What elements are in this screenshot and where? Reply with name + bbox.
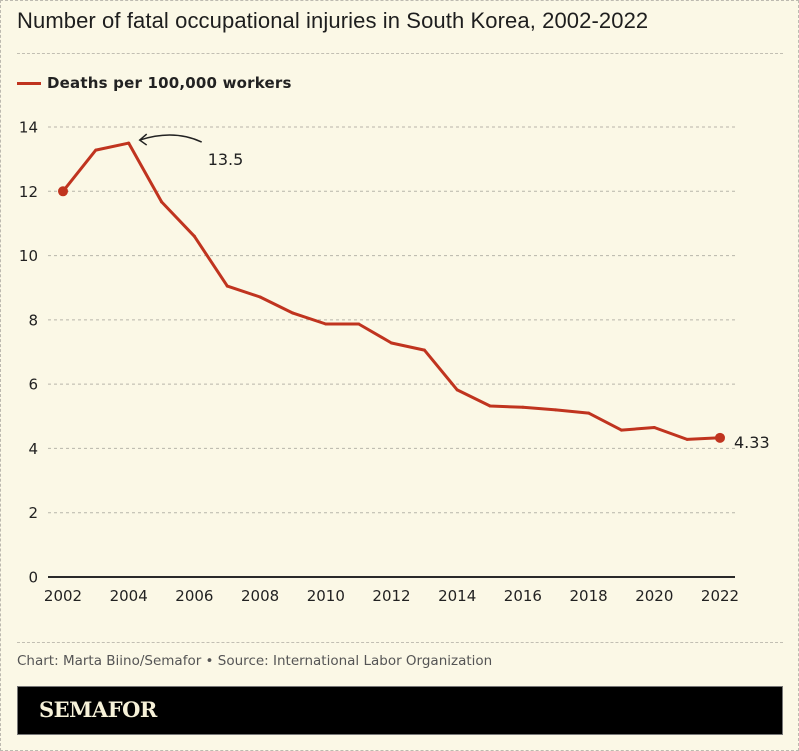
x-tick-label-2020: 2020 <box>635 587 673 605</box>
y-tick-label-12: 12 <box>19 183 38 201</box>
x-tick-label-2010: 2010 <box>307 587 345 605</box>
series-points <box>61 141 722 441</box>
x-tick-label-2012: 2012 <box>372 587 410 605</box>
annotation-peak-label: 13.5 <box>208 150 244 169</box>
y-tick-label-4: 4 <box>28 440 38 458</box>
data-point-2009 <box>291 311 295 315</box>
x-tick-label-2014: 2014 <box>438 587 476 605</box>
annotation-arrow-icon <box>139 134 203 143</box>
data-point-2015 <box>488 404 492 408</box>
data-point-2014 <box>455 388 459 392</box>
chart-title: Number of fatal occupational injuries in… <box>17 8 649 33</box>
legend-line-swatch <box>17 81 41 85</box>
data-point-2011 <box>357 322 361 326</box>
data-point-2020 <box>652 426 656 430</box>
brand-bar: SEMAFOR <box>17 686 783 735</box>
y-tick-label-10: 10 <box>19 247 38 265</box>
y-tick-label-0: 0 <box>28 569 38 587</box>
series-markers <box>58 186 725 443</box>
y-axis-ticks: 0 2 4 6 8 10 12 14 <box>19 119 38 587</box>
chart-credit: Chart: Marta Biino/Semafor • Source: Int… <box>17 653 493 669</box>
gridlines <box>48 126 735 514</box>
y-tick-label-2: 2 <box>28 504 38 522</box>
y-tick-label-8: 8 <box>28 311 38 329</box>
data-point-2004 <box>127 141 131 145</box>
legend: Deaths per 100,000 workers <box>17 74 292 92</box>
data-point-2012 <box>390 341 393 345</box>
data-point-2018 <box>587 411 591 415</box>
x-tick-label-2022: 2022 <box>701 587 739 605</box>
x-tick-label-2002: 2002 <box>44 587 82 605</box>
data-point-2003 <box>94 148 98 152</box>
data-point-2010 <box>324 322 328 326</box>
data-point-2013 <box>422 348 426 352</box>
data-point-2021 <box>685 437 689 441</box>
x-tick-label-2006: 2006 <box>175 587 213 605</box>
marker-2002 <box>58 186 68 197</box>
line-chart: 0 2 4 6 8 10 12 14 2002 2004 2006 2008 2010 2012 2014… <box>19 119 770 606</box>
marker-2022 <box>715 432 725 443</box>
data-point-2017 <box>554 408 558 412</box>
x-tick-label-2018: 2018 <box>570 587 608 605</box>
data-point-2005 <box>160 200 164 204</box>
x-tick-label-2004: 2004 <box>110 587 148 605</box>
data-point-2019 <box>619 428 623 432</box>
y-tick-label-14: 14 <box>19 119 38 137</box>
series-line-deaths <box>61 141 721 441</box>
data-point-2008 <box>258 295 262 299</box>
semafor-logo: SEMAFOR <box>39 697 157 722</box>
y-tick-label-6: 6 <box>28 376 38 394</box>
footer-divider <box>17 642 783 643</box>
data-point-2016 <box>521 405 525 409</box>
data-point-2007 <box>225 284 229 288</box>
x-axis-ticks: 2002 2004 2006 2008 2010 2012 2014 2016 2018 2020… <box>44 587 739 605</box>
title-divider <box>17 53 783 54</box>
x-tick-label-2008: 2008 <box>241 587 279 605</box>
legend-label: Deaths per 100,000 workers <box>47 74 292 92</box>
annotation-arrowhead-icon <box>138 133 148 146</box>
annotation-end-label: 4.33 <box>734 433 770 452</box>
x-tick-label-2016: 2016 <box>504 587 542 605</box>
data-point-2006 <box>192 234 196 238</box>
